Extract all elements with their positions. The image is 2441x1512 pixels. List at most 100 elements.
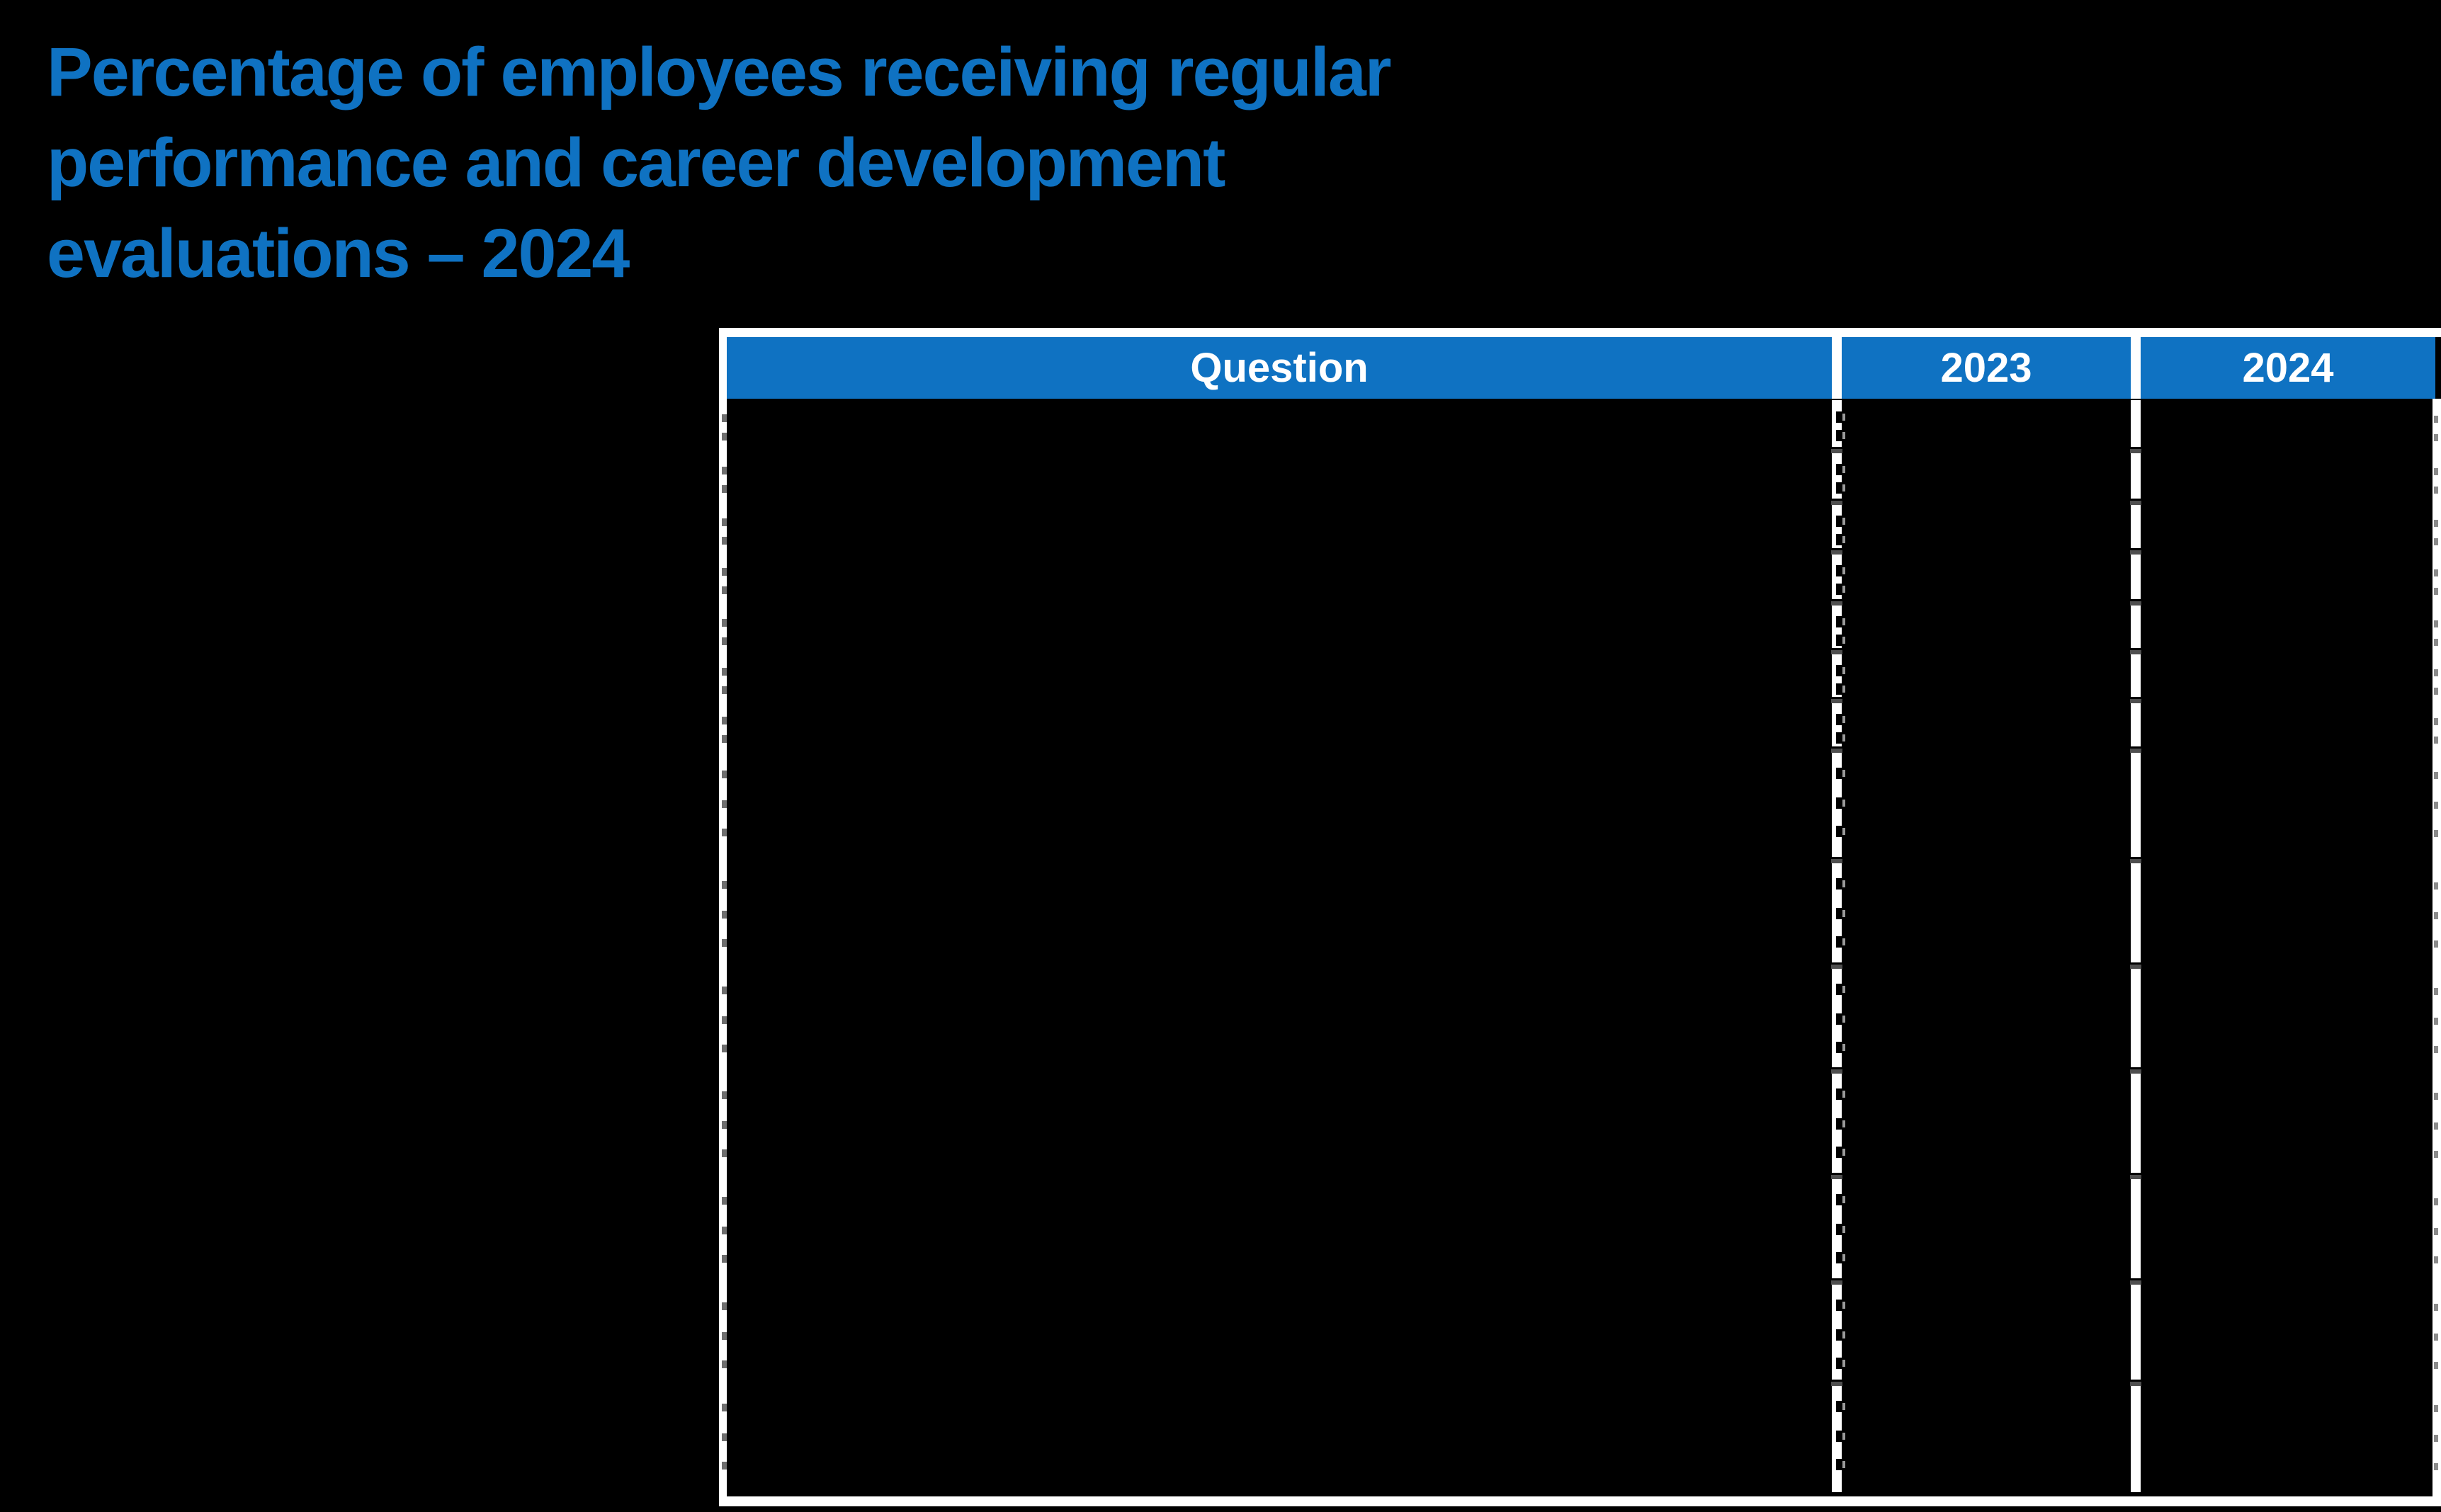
cell-2023 [1846,1072,2128,1177]
column-separator-segment [2131,703,2141,746]
text-remnant [722,586,727,594]
text-remnant [2434,669,2438,676]
text-remnant [1836,1431,1842,1442]
table-row [727,451,2432,503]
text-remnant [1836,584,1842,595]
text-remnant [722,686,727,694]
column-separator-segment [2131,752,2141,857]
column-separator-segment [2131,1178,2141,1278]
cell-question [737,399,1828,451]
text-remnant [722,568,727,576]
text-remnant [1842,880,1845,887]
column-header-2023: 2023 [1940,345,2032,391]
cell-2023 [1846,861,2128,967]
text-remnant [1842,667,1845,674]
table-row [727,967,2432,1072]
text-remnant [1836,768,1842,779]
text-remnant [1836,826,1842,837]
text-remnant [722,987,727,994]
text-remnant [2434,434,2438,441]
cell-question [737,652,1828,701]
row-gridline-mark [1831,749,1842,753]
title-line-3: evaluations – 2024 [47,215,630,292]
text-remnant [722,1404,727,1411]
column-separator-segment [2131,863,2141,962]
row-gridline-mark [1831,601,1842,606]
text-remnant [2434,1405,2438,1412]
text-remnant [1842,686,1845,693]
text-remnant [1842,586,1845,593]
text-remnant [1836,908,1842,919]
table-row [727,1384,2432,1496]
header-column-separator [1832,337,1842,399]
text-remnant [722,1227,727,1234]
text-remnant [1842,1120,1845,1127]
column-separator-segment [2131,453,2141,499]
row-gridline-mark [2130,749,2141,753]
cell-2023 [1846,967,2128,1072]
text-remnant [722,1045,727,1052]
cell-2024 [2145,751,2428,861]
text-remnant [2434,639,2438,646]
cell-2023 [1846,1177,2128,1283]
row-gridline-mark [2130,965,2141,969]
cell-2024 [2145,399,2428,451]
text-remnant [2434,538,2438,545]
column-separator-segment [2131,968,2141,1067]
text-remnant [2434,912,2438,919]
text-remnant [722,1091,727,1099]
table-row [727,861,2432,967]
text-remnant [2434,802,2438,809]
text-remnant [2434,620,2438,627]
text-remnant [1836,1013,1842,1025]
text-remnant [1836,482,1842,494]
text-remnant [722,1302,727,1310]
row-gridline-mark [1831,1280,1842,1285]
text-remnant [1836,732,1842,744]
row-gridline-mark [1831,859,1842,863]
text-remnant [2434,1151,2438,1158]
text-remnant [1842,1196,1845,1203]
text-remnant [722,485,727,493]
text-remnant [1842,986,1845,993]
cell-2024 [2145,503,2428,552]
text-remnant [1836,1459,1842,1470]
cell-question [737,701,1828,751]
text-remnant [1836,430,1842,441]
text-remnant [1842,1149,1845,1156]
text-remnant [2434,1228,2438,1235]
text-remnant [2434,1093,2438,1100]
text-remnant [1836,1300,1842,1311]
row-gridline-mark [1831,501,1842,505]
text-remnant [2434,1046,2438,1053]
table-row [727,701,2432,751]
text-remnant [722,518,727,526]
row-gridline-mark [2130,1280,2141,1285]
text-remnant [1836,1147,1842,1158]
text-remnant [2434,520,2438,527]
text-remnant [1842,1360,1845,1367]
text-remnant [722,467,727,474]
text-remnant [722,637,727,645]
row-gridline-mark [2130,650,2141,654]
text-remnant [1836,464,1842,475]
cell-question [737,1072,1828,1177]
row-gridline-mark [1831,965,1842,969]
text-remnant [1836,1358,1842,1369]
table-header-row: Question 2023 2024 [727,337,2435,399]
text-remnant [1842,567,1845,574]
text-remnant [1842,1403,1845,1410]
text-remnant [1842,1254,1845,1261]
title-line-2: performance and career development [47,124,1225,201]
row-gridline-mark [1831,699,1842,703]
text-remnant [1836,411,1842,423]
row-gridline-mark [2130,859,2141,863]
cell-2024 [2145,1283,2428,1384]
text-remnant [1836,1088,1842,1100]
row-gridline-mark [1831,1382,1842,1386]
text-remnant [722,414,727,422]
cell-2024 [2145,967,2428,1072]
text-remnant [722,881,727,889]
text-remnant [1842,1091,1845,1098]
